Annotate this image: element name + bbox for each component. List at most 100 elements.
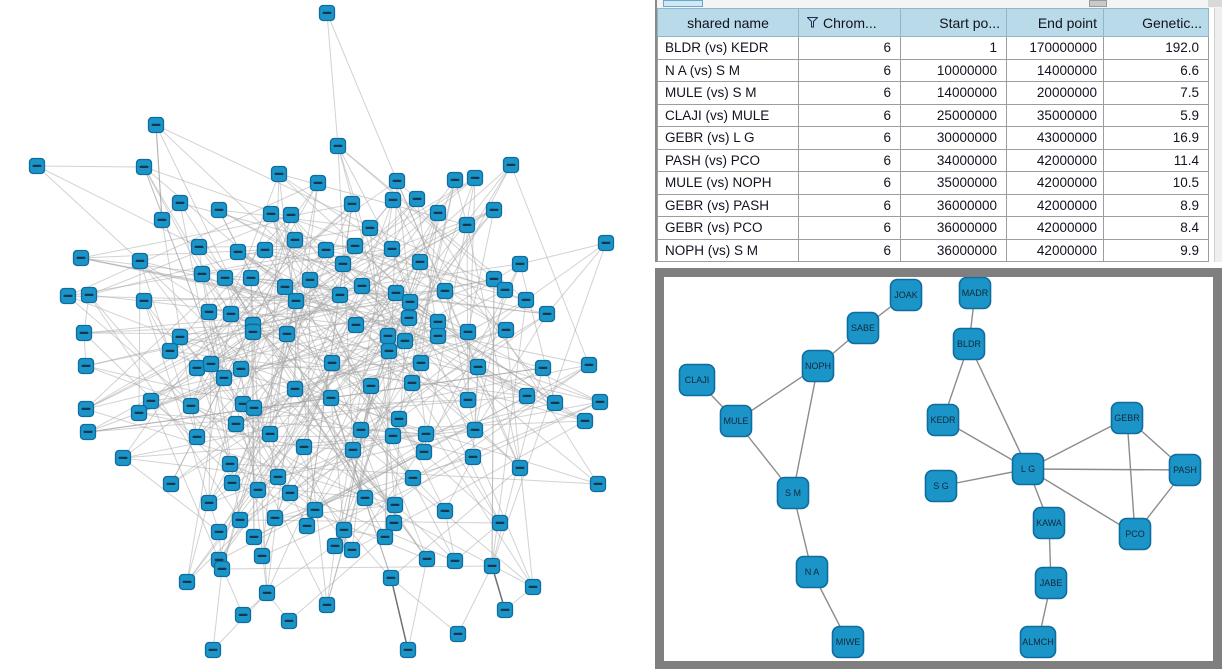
network-node[interactable] (309, 174, 327, 192)
network-node-mule[interactable]: MULE (719, 404, 753, 438)
network-node-s-m[interactable]: S M (776, 476, 810, 510)
network-node[interactable] (576, 412, 594, 430)
network-node[interactable] (396, 332, 414, 350)
network-node[interactable] (229, 243, 247, 261)
network-node[interactable] (343, 541, 361, 559)
network-node[interactable] (483, 557, 501, 575)
network-node[interactable] (589, 475, 607, 493)
network-node[interactable] (182, 397, 200, 415)
network-node[interactable] (459, 391, 477, 409)
network-node[interactable] (130, 404, 148, 422)
network-node[interactable] (232, 360, 250, 378)
network-node[interactable] (384, 191, 402, 209)
network-node-noph[interactable]: NOPH (801, 349, 835, 383)
network-node[interactable] (403, 374, 421, 392)
network-node[interactable] (253, 547, 271, 565)
network-node[interactable] (458, 216, 476, 234)
network-node[interactable] (286, 231, 304, 249)
table-row[interactable]: N A (vs) S M 6 10000000 14000000 6.6 (657, 59, 1222, 82)
network-node[interactable] (171, 328, 189, 346)
network-node[interactable] (417, 425, 435, 443)
network-node[interactable] (496, 281, 514, 299)
network-node[interactable] (597, 234, 615, 252)
network-node[interactable] (231, 511, 249, 529)
network-node[interactable] (276, 278, 294, 296)
network-node[interactable] (301, 271, 319, 289)
table-row[interactable]: GEBR (vs) PCO 6 36000000 42000000 8.4 (657, 217, 1222, 240)
network-node[interactable] (449, 625, 467, 643)
network-node[interactable] (77, 400, 95, 418)
network-node[interactable] (280, 612, 298, 630)
network-node[interactable] (161, 342, 179, 360)
network-node[interactable] (262, 205, 280, 223)
network-node-claji[interactable]: CLAJI (678, 363, 716, 397)
network-node[interactable] (343, 195, 361, 213)
table-row[interactable]: GEBR (vs) L G 6 30000000 43000000 16.9 (657, 127, 1222, 150)
large-network-canvas[interactable] (0, 0, 655, 669)
network-node[interactable] (517, 291, 535, 309)
network-node[interactable] (318, 4, 336, 22)
network-node[interactable] (401, 293, 419, 311)
column-header-genetic[interactable]: Genetic... (1104, 8, 1209, 37)
network-node[interactable] (580, 356, 598, 374)
network-node[interactable] (215, 369, 233, 387)
network-node[interactable] (411, 253, 429, 271)
network-node[interactable] (380, 342, 398, 360)
network-node[interactable] (497, 321, 515, 339)
network-node[interactable] (242, 269, 260, 287)
network-node[interactable] (546, 394, 564, 412)
network-node[interactable] (361, 219, 379, 237)
network-node[interactable] (317, 241, 335, 259)
network-node[interactable] (249, 481, 267, 499)
network-node[interactable] (269, 468, 287, 486)
network-node[interactable] (534, 359, 552, 377)
network-node[interactable] (135, 158, 153, 176)
network-node[interactable] (404, 469, 422, 487)
network-node[interactable] (210, 523, 228, 541)
table-row[interactable]: CLAJI (vs) MULE 6 25000000 35000000 5.9 (657, 104, 1222, 127)
network-node-joak[interactable]: JOAK (889, 278, 923, 312)
network-node[interactable] (286, 380, 304, 398)
network-node-l-g[interactable]: L G (1011, 452, 1045, 486)
network-node[interactable] (485, 270, 503, 288)
network-node[interactable] (178, 573, 196, 591)
network-node[interactable] (518, 387, 536, 405)
network-node[interactable] (287, 292, 305, 310)
network-node[interactable] (298, 517, 316, 535)
network-node[interactable] (400, 309, 418, 327)
network-node[interactable] (223, 474, 241, 492)
network-node-n-a[interactable]: N A (795, 555, 829, 589)
network-node[interactable] (485, 201, 503, 219)
network-node[interactable] (147, 116, 165, 134)
network-node[interactable] (204, 641, 222, 659)
table-row[interactable]: MULE (vs) S M 6 14000000 20000000 7.5 (657, 82, 1222, 105)
network-node[interactable] (77, 357, 95, 375)
network-node-almch[interactable]: ALMCH (1019, 625, 1057, 659)
network-node[interactable] (383, 240, 401, 258)
network-node[interactable] (385, 514, 403, 532)
network-node[interactable] (245, 528, 263, 546)
column-header-chromosome[interactable]: Chrom... (799, 8, 901, 37)
network-node[interactable] (202, 355, 220, 373)
network-node[interactable] (135, 292, 153, 310)
network-node[interactable] (331, 286, 349, 304)
network-node[interactable] (234, 606, 252, 624)
network-node[interactable] (322, 389, 340, 407)
network-node[interactable] (399, 641, 417, 659)
network-node[interactable] (362, 377, 380, 395)
network-node[interactable] (415, 443, 433, 461)
network-node[interactable] (412, 354, 430, 372)
network-node[interactable] (295, 438, 313, 456)
network-node[interactable] (329, 137, 347, 155)
table-row[interactable]: PASH (vs) PCO 6 34000000 42000000 11.4 (657, 149, 1222, 172)
network-node[interactable] (502, 156, 520, 174)
network-node[interactable] (386, 496, 404, 514)
network-node[interactable] (429, 204, 447, 222)
network-node[interactable] (346, 237, 364, 255)
table-row[interactable]: BLDR (vs) KEDR 6 1 170000000 192.0 (657, 37, 1222, 60)
filter-icon[interactable] (807, 17, 818, 28)
network-node[interactable] (28, 157, 46, 175)
network-node[interactable] (227, 415, 245, 433)
network-node[interactable] (469, 358, 487, 376)
small-network-canvas[interactable]: JOAK MADR SABE BLDR NOPH CLAJI KEDR GEBR MULE L G… (664, 277, 1213, 661)
